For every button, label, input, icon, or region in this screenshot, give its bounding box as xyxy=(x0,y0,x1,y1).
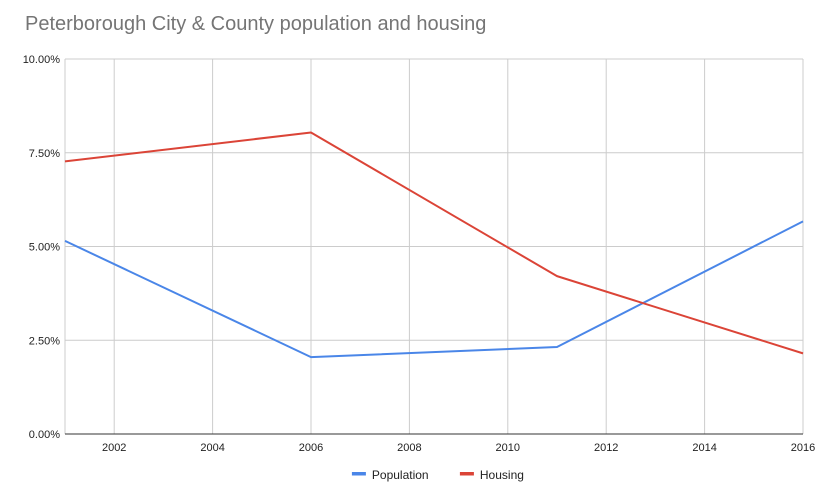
tick-labels: 0.00% 2.50% 5.00% 7.50% 10.00% 2002 2004 2006 20… xyxy=(23,54,816,454)
legend-swatch-housing xyxy=(459,472,474,476)
x-tick-label: 2008 xyxy=(397,442,421,454)
x-tick-label: 2014 xyxy=(692,442,716,454)
series-line-population xyxy=(64,220,804,359)
legend-swatch-population xyxy=(351,472,366,476)
grid-layer xyxy=(65,58,804,434)
y-tick-label: 2.50% xyxy=(29,335,60,347)
y-tick-label: 7.50% xyxy=(29,148,60,160)
y-tick-label: 5.00% xyxy=(29,242,60,254)
axis-layer xyxy=(64,59,803,435)
x-tick-label: 2010 xyxy=(496,442,520,454)
x-tick-label: 2006 xyxy=(299,442,323,454)
y-tick-label: 0.00% xyxy=(29,429,60,441)
series-layer xyxy=(64,131,804,359)
chart-title: Peterborough City & County population an… xyxy=(25,13,487,35)
y-tick-label: 10.00% xyxy=(23,54,61,66)
legend-label-population: Population xyxy=(372,468,429,482)
legend-label-housing: Housing xyxy=(480,468,524,482)
x-tick-label: 2002 xyxy=(102,442,126,454)
x-tick-label: 2016 xyxy=(791,442,815,454)
series-line-housing xyxy=(64,131,804,355)
x-tick-label: 2004 xyxy=(200,442,224,454)
legend: Population Housing xyxy=(351,468,524,482)
x-tick-label: 2012 xyxy=(594,442,618,454)
